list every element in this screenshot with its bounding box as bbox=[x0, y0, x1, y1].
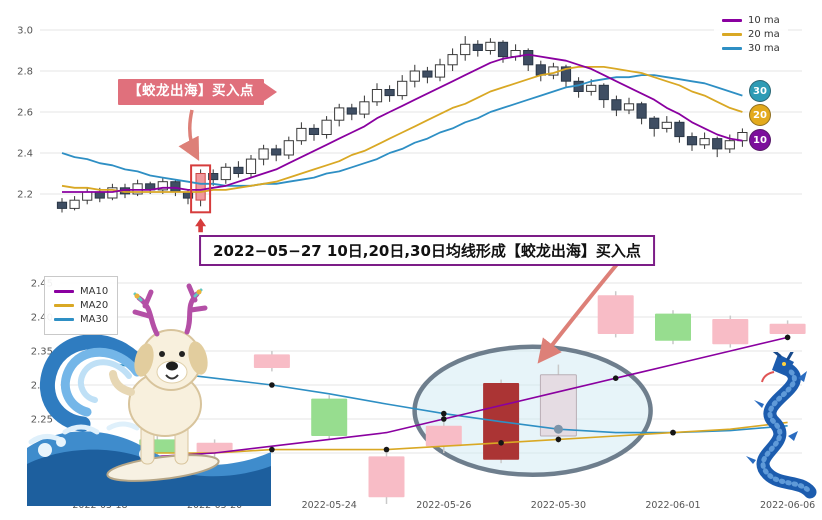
buy-point-callout-label: 【蛟龙出海】买入点 bbox=[128, 83, 254, 99]
svg-text:2022-06-06: 2022-06-06 bbox=[760, 500, 815, 511]
svg-text:2.6: 2.6 bbox=[17, 108, 33, 119]
legend-label-ma10: MA10 bbox=[80, 286, 109, 297]
pattern-title: 2022−05−27 10日,20日,30日均线形成【蛟龙出海】买入点 bbox=[199, 235, 655, 266]
svg-text:2022-05-26: 2022-05-26 bbox=[416, 500, 471, 511]
ma20-line-swatch bbox=[54, 304, 74, 307]
svg-text:3.0: 3.0 bbox=[17, 26, 33, 37]
buy-point-callout: 【蛟龙出海】买入点 bbox=[118, 79, 277, 105]
legend-item-20ma: 20 ma bbox=[722, 29, 780, 40]
legend-item-ma30: MA30 bbox=[54, 314, 108, 325]
legend-label-ma30: MA30 bbox=[80, 314, 109, 325]
ma10-line-swatch bbox=[722, 19, 742, 22]
surfing-dog-illustration bbox=[27, 283, 271, 506]
ma20-line-swatch bbox=[722, 33, 742, 36]
svg-text:2022-05-30: 2022-05-30 bbox=[531, 500, 586, 511]
svg-text:2.4: 2.4 bbox=[17, 149, 33, 160]
svg-text:2.8: 2.8 bbox=[17, 67, 33, 78]
svg-text:2.45: 2.45 bbox=[31, 279, 53, 290]
legend-label-20ma: 20 ma bbox=[748, 29, 780, 40]
ma30-endpoint-badge: 30 bbox=[749, 80, 771, 102]
callout-arrowhead-icon bbox=[264, 82, 277, 101]
dragon-illustration bbox=[746, 352, 817, 499]
ma10-line-swatch bbox=[54, 290, 74, 293]
svg-text:2022-06-01: 2022-06-01 bbox=[645, 500, 700, 511]
svg-text:2.25: 2.25 bbox=[31, 415, 53, 426]
svg-text:2.40: 2.40 bbox=[31, 313, 53, 324]
ma20-endpoint-badge: 20 bbox=[749, 104, 771, 126]
legend-item-30ma: 30 ma bbox=[722, 43, 780, 54]
legend-label-10ma: 10 ma bbox=[748, 15, 780, 26]
svg-text:2.2: 2.2 bbox=[17, 190, 33, 201]
ma10-endpoint-badge: 10 bbox=[749, 129, 771, 151]
ma30-line-swatch bbox=[54, 318, 74, 321]
legend-item-ma10: MA10 bbox=[54, 286, 108, 297]
legend-item-ma20: MA20 bbox=[54, 300, 108, 311]
svg-text:2022-05-24: 2022-05-24 bbox=[302, 500, 357, 511]
overview-candlestick-chart: 3.0 2.8 2.6 2.4 2.2 bbox=[17, 26, 802, 233]
legend-label-30ma: 30 ma bbox=[748, 43, 780, 54]
legend-label-ma20: MA20 bbox=[80, 300, 109, 311]
surfboard bbox=[106, 454, 220, 482]
svg-text:2.35: 2.35 bbox=[31, 347, 53, 358]
dragon-antlers bbox=[132, 283, 208, 337]
wave-swirl bbox=[39, 334, 151, 432]
overview-legend: 10 ma 20 ma 30 ma bbox=[714, 6, 788, 63]
zoom-legend: MA10 MA20 MA30 bbox=[44, 276, 119, 335]
ma30-line-swatch bbox=[722, 47, 742, 50]
legend-item-10ma: 10 ma bbox=[722, 15, 780, 26]
